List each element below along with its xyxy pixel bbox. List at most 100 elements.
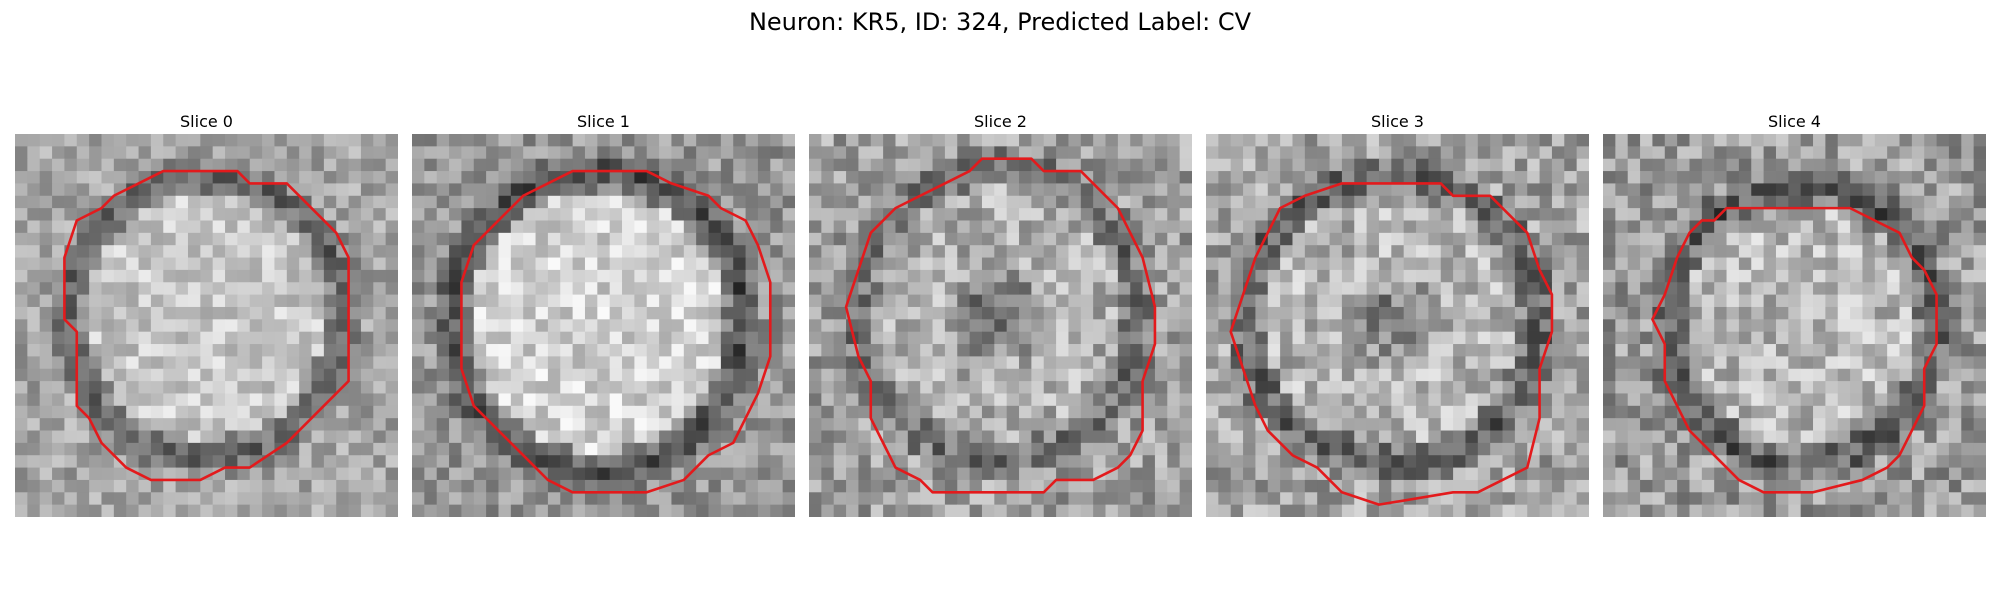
image-pixel <box>225 442 238 456</box>
image-pixel <box>1564 479 1578 493</box>
image-pixel <box>1080 381 1094 394</box>
image-pixel <box>932 146 946 160</box>
image-pixel <box>1378 220 1392 234</box>
image-pixel <box>994 208 1008 221</box>
image-pixel <box>547 195 561 209</box>
image-pixel <box>237 393 251 407</box>
image-pixel <box>1465 393 1479 407</box>
image-pixel <box>1973 158 1986 172</box>
image-pixel <box>1973 146 1986 160</box>
image-pixel <box>1366 504 1380 517</box>
image-pixel <box>883 405 896 419</box>
image-pixel <box>708 158 722 172</box>
image-pixel <box>113 331 127 345</box>
image-pixel <box>708 430 722 444</box>
image-pixel <box>646 171 660 184</box>
image-pixel <box>1627 344 1641 357</box>
image-pixel <box>1477 232 1491 246</box>
image-pixel <box>15 467 28 481</box>
image-pixel <box>1477 220 1491 234</box>
image-pixel <box>436 257 450 271</box>
image-pixel <box>1800 306 1814 320</box>
image-pixel <box>809 393 822 407</box>
image-pixel <box>1453 455 1466 468</box>
image-pixel <box>373 344 387 357</box>
image-pixel <box>1378 245 1392 258</box>
image-pixel <box>1292 442 1306 456</box>
image-pixel <box>708 257 722 271</box>
image-pixel <box>683 232 697 246</box>
image-pixel <box>1453 356 1466 370</box>
image-pixel <box>150 504 164 517</box>
image-pixel <box>1961 220 1975 234</box>
image-pixel <box>634 430 648 444</box>
image-pixel <box>1603 208 1616 221</box>
image-pixel <box>1615 195 1629 209</box>
image-pixel <box>770 134 784 147</box>
image-pixel <box>1911 467 1925 481</box>
image-pixel <box>708 504 722 517</box>
image-pixel <box>535 208 549 221</box>
image-pixel <box>1539 171 1553 184</box>
image-pixel <box>1477 405 1491 419</box>
image-pixel <box>821 331 835 345</box>
image-pixel <box>1243 319 1256 333</box>
image-pixel <box>883 393 896 407</box>
image-pixel <box>622 479 635 493</box>
image-pixel <box>1738 430 1752 444</box>
image-pixel <box>1019 245 1032 258</box>
image-pixel <box>1206 134 1219 147</box>
image-pixel <box>473 492 487 506</box>
image-pixel <box>944 504 958 517</box>
image-pixel <box>1031 368 1045 382</box>
image-pixel <box>1948 171 1962 184</box>
image-pixel <box>646 158 660 172</box>
image-pixel <box>412 257 425 271</box>
image-pixel <box>1329 171 1343 184</box>
image-pixel <box>1551 356 1565 370</box>
image-pixel <box>1068 257 1082 271</box>
image-pixel <box>1453 171 1466 184</box>
image-pixel <box>1948 282 1962 296</box>
image-pixel <box>1403 195 1417 209</box>
image-pixel <box>385 269 398 283</box>
image-pixel <box>932 393 946 407</box>
image-pixel <box>323 319 337 333</box>
image-pixel <box>969 183 983 197</box>
image-pixel <box>39 220 53 234</box>
image-pixel <box>249 158 263 172</box>
image-pixel <box>1255 183 1269 197</box>
image-pixel <box>126 430 139 444</box>
image-pixel <box>609 418 623 431</box>
image-pixel <box>883 232 896 246</box>
image-pixel <box>1664 442 1678 456</box>
image-pixel <box>101 208 115 221</box>
image-pixel <box>1862 319 1876 333</box>
image-pixel <box>1031 195 1045 209</box>
image-pixel <box>1627 319 1641 333</box>
image-pixel <box>1167 269 1181 283</box>
image-pixel <box>907 245 921 258</box>
image-pixel <box>671 282 685 296</box>
image-pixel <box>757 232 771 246</box>
image-pixel <box>486 344 499 357</box>
image-pixel <box>1329 282 1343 296</box>
image-pixel <box>646 504 660 517</box>
image-pixel <box>720 257 734 271</box>
image-pixel <box>920 306 933 320</box>
image-pixel <box>510 269 524 283</box>
image-pixel <box>1440 405 1454 419</box>
image-pixel <box>757 134 771 147</box>
image-pixel <box>757 504 771 517</box>
image-pixel <box>1243 220 1256 234</box>
image-pixel <box>360 158 374 172</box>
image-pixel <box>720 245 734 258</box>
image-pixel <box>1043 257 1057 271</box>
image-pixel <box>1068 282 1082 296</box>
image-pixel <box>1391 405 1405 419</box>
image-pixel <box>1615 319 1629 333</box>
image-pixel <box>932 344 946 357</box>
image-pixel <box>163 418 177 431</box>
image-pixel <box>76 183 90 197</box>
image-pixel <box>1677 344 1690 357</box>
